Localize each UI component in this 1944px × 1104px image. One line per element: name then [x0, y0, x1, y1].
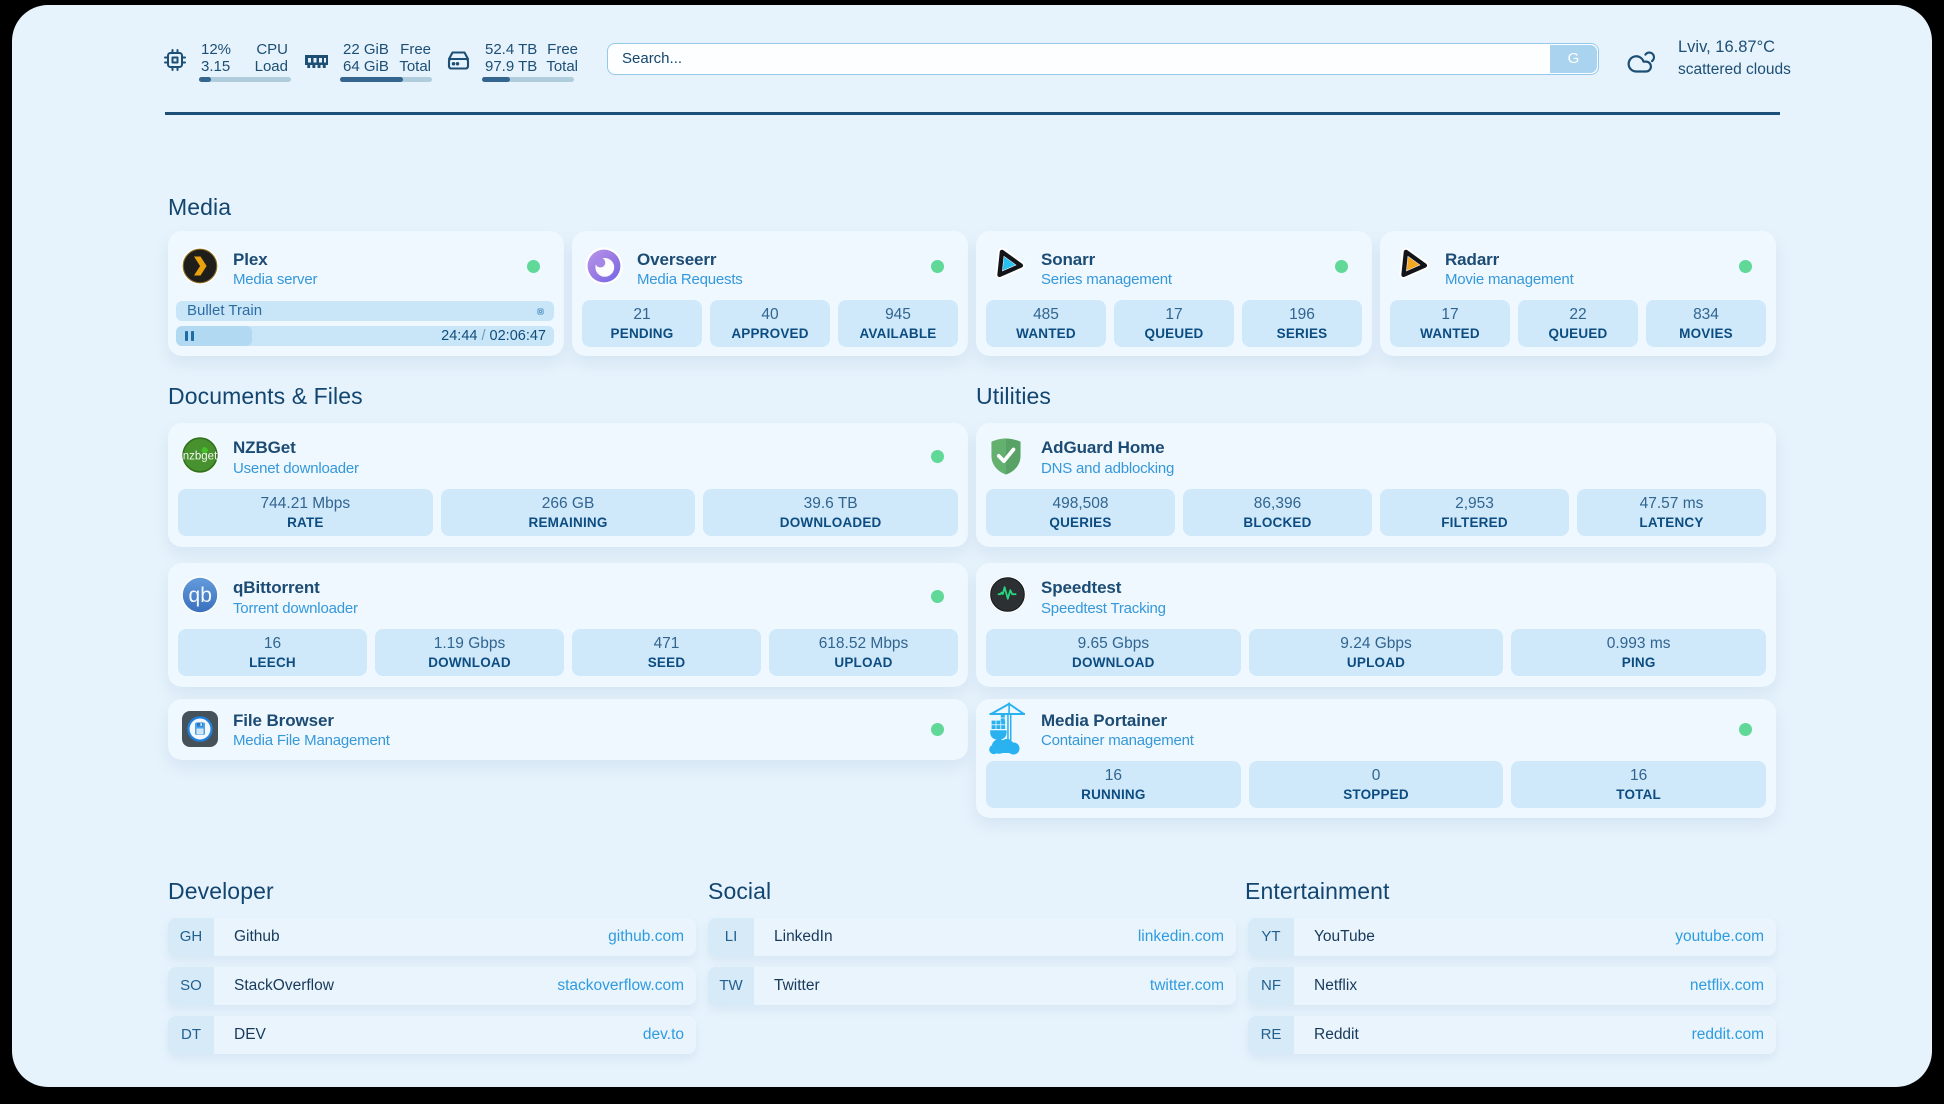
svg-text:qb: qb — [189, 584, 212, 607]
svg-text:nzbget: nzbget — [183, 451, 218, 463]
